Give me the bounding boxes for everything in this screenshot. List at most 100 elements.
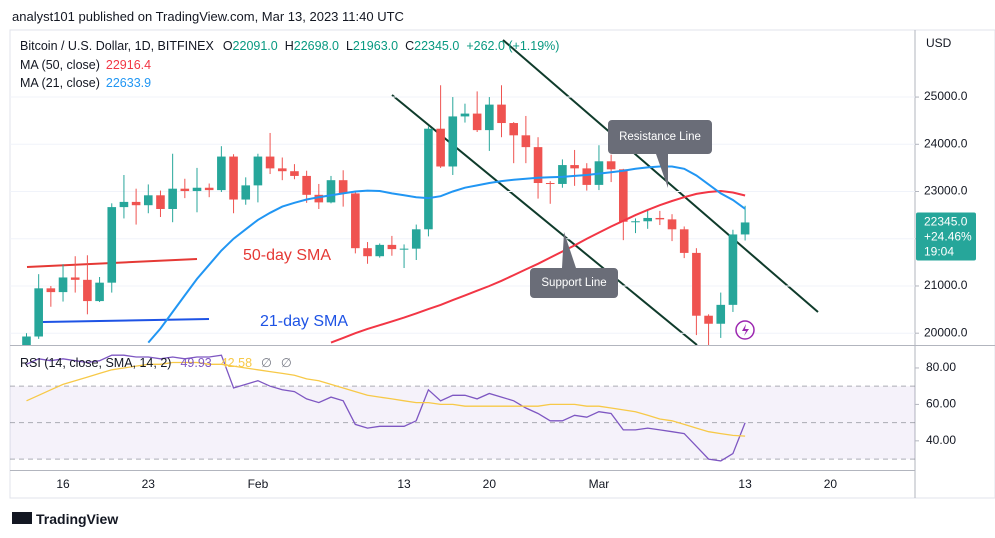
price-pane xyxy=(10,39,915,345)
candle-body xyxy=(70,277,80,280)
candle-body xyxy=(692,252,701,316)
legend-symbol: ∅ xyxy=(280,356,292,370)
series-line xyxy=(26,361,746,437)
channel-line xyxy=(502,39,819,313)
candle-body xyxy=(606,161,616,170)
candle-body xyxy=(302,175,311,195)
candle-body xyxy=(265,156,275,169)
legend-name: MA (21, close) xyxy=(20,76,100,90)
candle-body xyxy=(46,288,56,293)
candle-body xyxy=(217,156,226,191)
price-tag xyxy=(916,212,976,261)
y-tick-label: 25000.0 xyxy=(924,89,968,103)
candle-body xyxy=(509,123,518,136)
ohlc-label: O xyxy=(222,39,233,53)
candle-body xyxy=(497,104,506,124)
annotation: Support Line xyxy=(541,277,606,289)
ohlc-label: L xyxy=(345,39,353,53)
legend: MA (50, close) 22916.4 MA (21, close) 22633… xyxy=(20,58,154,94)
candle-body xyxy=(277,168,287,172)
change: +262.0 (+1.19%) xyxy=(466,39,560,53)
x-tick-label: Mar xyxy=(589,477,610,491)
candle-body xyxy=(570,165,579,169)
x-tick-label: 23 xyxy=(142,477,156,491)
candle-body xyxy=(326,180,336,203)
candle-body xyxy=(351,193,360,249)
candle-body xyxy=(253,156,263,186)
candle-body xyxy=(375,244,385,257)
candle-body xyxy=(740,222,750,235)
candle-body xyxy=(387,244,397,250)
y-tick-label: 24000.0 xyxy=(924,136,968,150)
ohlc-value: 22345.0 xyxy=(414,39,460,53)
candle-body xyxy=(58,277,68,293)
ohlc-value: 22091.0 xyxy=(232,39,278,53)
rsi-pane xyxy=(10,354,915,462)
x-tick-label: 20 xyxy=(483,477,497,491)
candle-body xyxy=(314,194,324,203)
y-tick-label: 80.00 xyxy=(926,360,956,374)
candle-body xyxy=(448,116,458,167)
candle-body xyxy=(533,147,543,184)
candle-body xyxy=(728,234,738,305)
callout xyxy=(530,232,618,298)
candle-body xyxy=(168,188,177,209)
series-line xyxy=(330,189,746,344)
y-tick-label: 20000.0 xyxy=(924,325,968,339)
ohlc-value: 22698.0 xyxy=(293,39,339,53)
candle-body xyxy=(156,195,165,209)
x-tick-label: 13 xyxy=(397,477,411,491)
y-tick-label: 21000.0 xyxy=(924,278,968,292)
candle-body xyxy=(95,282,104,302)
candle-body xyxy=(338,180,348,194)
candle-body xyxy=(424,128,433,230)
x-tick-label: 16 xyxy=(56,477,70,491)
annotation: 21-day SMA xyxy=(260,313,348,330)
event-icon xyxy=(742,324,749,336)
ohlc-label: H xyxy=(284,39,294,53)
price-tag-text: 19:04 xyxy=(924,245,954,259)
ohlc-value: 21963.0 xyxy=(352,39,399,53)
y-tick-label: 23000.0 xyxy=(924,184,968,198)
x-tick-label: 13 xyxy=(738,477,752,491)
legend-value: 42.58 xyxy=(220,356,253,370)
legend-name: MA (50, close) xyxy=(20,58,100,72)
symbol: Bitcoin / U.S. Dollar, 1D, BITFINEX xyxy=(20,39,214,53)
candle-body xyxy=(643,217,652,222)
callout xyxy=(608,120,712,188)
candle-body xyxy=(22,336,31,345)
candle-body xyxy=(558,165,567,184)
candle-body xyxy=(460,113,470,117)
header: analyst101 published on TradingView.com,… xyxy=(12,9,404,24)
candle-body xyxy=(143,195,153,206)
x-tick-label: 20 xyxy=(824,477,838,491)
candle-body xyxy=(521,135,531,148)
logo xyxy=(12,512,32,524)
rsi-title: RSI (14, close, SMA, 14, 2) xyxy=(20,356,172,370)
brand: TradingView xyxy=(36,511,119,527)
frame xyxy=(9,29,995,499)
legend-value: 22916.4 xyxy=(105,58,152,72)
legend-row: MA (50, close) 22916.4 xyxy=(20,58,154,72)
candle-body xyxy=(704,315,713,324)
candle-body xyxy=(545,183,555,185)
series-line xyxy=(147,165,746,344)
candle-body xyxy=(716,304,726,324)
legend-value: 22633.9 xyxy=(105,76,152,90)
candle-body xyxy=(119,201,129,208)
candle-body xyxy=(472,113,482,131)
annotation: Resistance Line xyxy=(619,131,701,143)
y-tick-label: 40.00 xyxy=(926,433,956,447)
event-icon[interactable] xyxy=(735,320,755,340)
candle-body xyxy=(229,156,238,200)
candle-body xyxy=(631,221,640,223)
candle-body xyxy=(192,187,202,192)
candle-body xyxy=(619,169,628,222)
legend: RSI (14, close, SMA, 14, 2) 49.93 42.58 ∅ ∅ xyxy=(20,355,295,370)
candle-body xyxy=(290,171,299,176)
legend-value: 49.93 xyxy=(180,356,212,370)
series-line xyxy=(26,354,746,462)
candle-body xyxy=(655,217,665,220)
axis-title: USD xyxy=(926,36,952,50)
